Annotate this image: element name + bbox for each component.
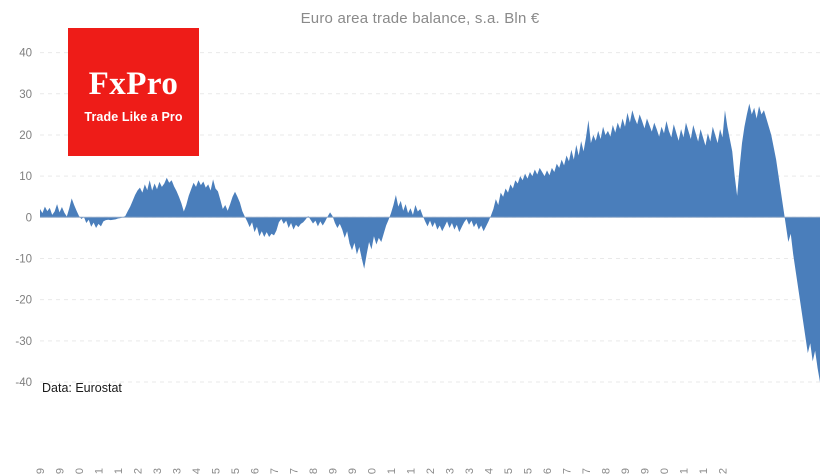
y-axis-tick-label: 10 (19, 171, 32, 183)
x-axis-tick-label: Sep-99 (55, 468, 67, 474)
x-axis-tick-label: May-12 (425, 468, 437, 474)
y-axis-tick-label: -40 (15, 377, 32, 389)
x-axis-tick-labels: Jan-99 Sep-99 May-00 Jan-01 Sep-01 May-02 Jan-… (35, 468, 730, 474)
source-note: Data: Eurostat (42, 381, 122, 395)
x-axis-tick-label: Jan-19 (620, 468, 632, 474)
x-axis-tick-label: Sep-19 (640, 468, 652, 474)
y-axis-tick-label: 0 (26, 212, 32, 224)
x-axis-tick-label: Jan-21 (679, 468, 691, 474)
x-axis-tick-label: Jan-17 (562, 468, 574, 474)
y-axis-tick-label: -10 (15, 253, 32, 265)
x-axis-tick-label: Jan-09 (328, 468, 340, 474)
x-axis-tick-label: Sep-01 (113, 468, 125, 474)
area-series-path (40, 103, 820, 383)
x-axis-tick-label: Sep-09 (347, 468, 359, 474)
x-axis-tick-label: Sep-13 (464, 468, 476, 474)
chart-title: Euro area trade balance, s.a. Bln € (300, 10, 540, 27)
x-axis-tick-label: Jan-15 (503, 468, 515, 474)
x-axis-tick-label: Sep-21 (698, 468, 710, 474)
x-axis-tick-label: May-00 (74, 468, 86, 474)
x-axis-tick-label: May-16 (542, 468, 554, 474)
x-axis-tick-label: Sep-17 (581, 468, 593, 474)
x-axis-tick-label: May-14 (484, 468, 496, 474)
x-axis-tick-label: Jan-01 (94, 468, 106, 474)
y-axis-tick-label: 40 (19, 48, 32, 60)
x-axis-tick-label: May-02 (133, 468, 145, 474)
x-axis-tick-label: Sep-11 (406, 468, 418, 474)
fxpro-logo-tagline: Trade Like a Pro (84, 110, 183, 124)
x-axis-tick-label: May-22 (718, 468, 730, 474)
x-axis-tick-label: Jan-03 (152, 468, 164, 474)
x-axis-tick-label: May-20 (659, 468, 671, 474)
fxpro-logo-wordmark: FxPro (88, 66, 179, 102)
x-axis-tick-label: Jan-07 (269, 468, 281, 474)
x-axis-tick-label: May-18 (601, 468, 613, 474)
x-axis-tick-label: Jan-05 (211, 468, 223, 474)
y-axis-tick-label: -20 (15, 295, 32, 307)
x-axis-tick-label: Jan-11 (386, 468, 398, 474)
y-axis-tick-label: -30 (15, 336, 32, 348)
x-axis-tick-label: May-08 (308, 468, 320, 474)
x-axis-tick-label: Sep-05 (230, 468, 242, 474)
y-axis-tick-label: 20 (19, 130, 32, 142)
x-axis-tick-label: Sep-03 (172, 468, 184, 474)
x-axis-tick-label: Sep-15 (523, 468, 535, 474)
x-axis-tick-label: May-06 (250, 468, 262, 474)
x-axis-tick-label: Jan-99 (35, 468, 47, 474)
y-axis-tick-label: 30 (19, 89, 32, 101)
x-axis-tick-label: Jan-13 (445, 468, 457, 474)
x-axis-tick-label: Sep-07 (289, 468, 301, 474)
x-axis-tick-label: May-10 (367, 468, 379, 474)
y-axis-tick-labels: 40 30 20 10 0 -10 -20 -30 -40 (15, 48, 32, 389)
x-axis-tick-label: May-04 (191, 468, 203, 474)
fxpro-logo: FxPro Trade Like a Pro (68, 28, 199, 156)
